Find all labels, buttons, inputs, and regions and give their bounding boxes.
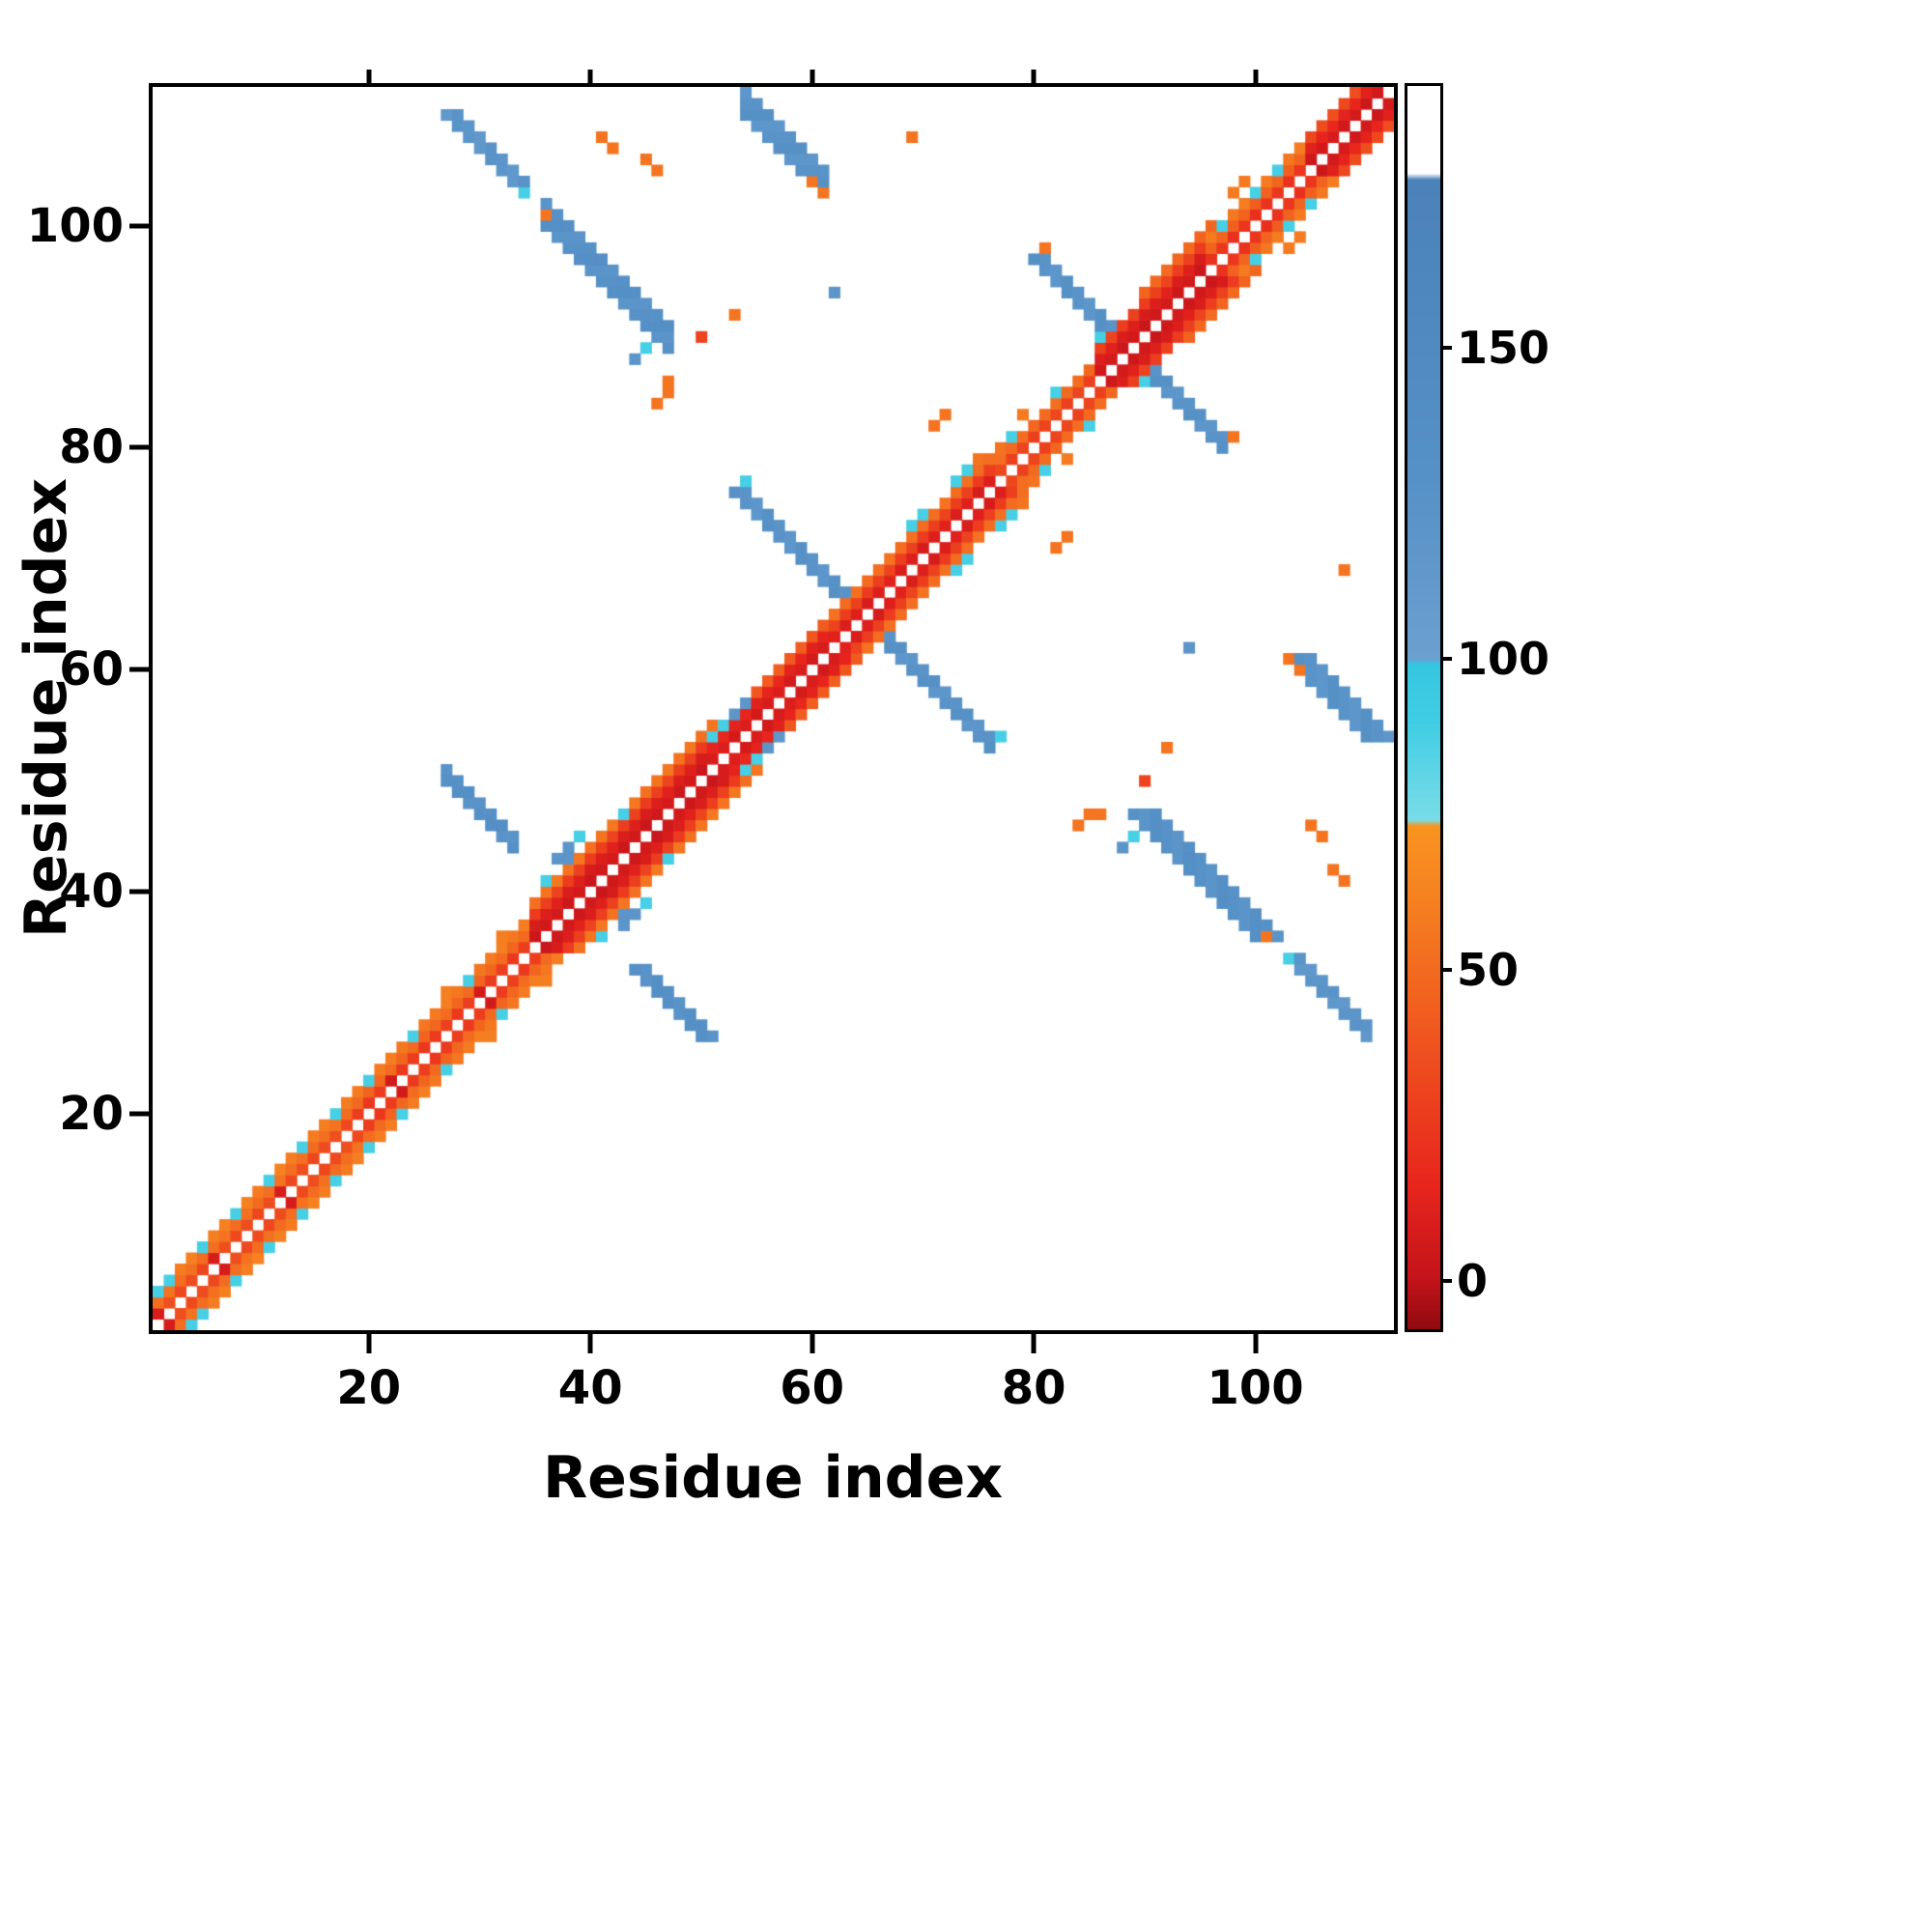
x-tick-mark-top	[810, 70, 815, 83]
contact-map-canvas	[153, 87, 1394, 1330]
colorbar-tick-label: 150	[1457, 322, 1550, 375]
y-tick-mark	[129, 889, 149, 895]
y-tick-mark	[129, 667, 149, 672]
y-tick-mark	[129, 444, 149, 450]
x-tick-label: 20	[336, 1361, 402, 1415]
x-tick-mark-top	[366, 70, 372, 83]
x-tick-mark-top	[1253, 70, 1259, 83]
y-tick-label: 20	[59, 1086, 124, 1141]
x-tick-mark	[587, 1334, 593, 1353]
colorbar-tick-label: 0	[1457, 1254, 1489, 1307]
y-tick-label: 100	[26, 198, 124, 253]
colorbar-tick-mark	[1440, 967, 1452, 972]
x-tick-mark-top	[1031, 70, 1037, 83]
y-tick-label: 60	[59, 642, 124, 697]
y-tick-mark	[129, 223, 149, 229]
y-tick-mark	[129, 1111, 149, 1117]
x-tick-label: 80	[1001, 1361, 1066, 1415]
colorbar-tick-label: 50	[1457, 943, 1520, 996]
y-tick-label: 40	[59, 865, 124, 920]
colorbar-canvas	[1407, 86, 1440, 1329]
x-tick-mark	[366, 1334, 372, 1353]
colorbar-tick-mark	[1440, 1278, 1452, 1283]
colorbar-frame	[1405, 83, 1443, 1332]
colorbar-tick-label: 100	[1457, 633, 1550, 686]
x-tick-mark	[1031, 1334, 1037, 1353]
plot-frame	[149, 83, 1398, 1334]
x-tick-label: 60	[780, 1361, 845, 1415]
colorbar-tick-mark	[1440, 657, 1452, 662]
x-tick-mark	[1253, 1334, 1259, 1353]
x-tick-mark	[810, 1334, 815, 1353]
colorbar-tick-mark	[1440, 346, 1452, 351]
x-axis-title: Residue index	[542, 1444, 1004, 1512]
y-tick-label: 80	[59, 420, 124, 475]
x-tick-mark-top	[587, 70, 593, 83]
x-tick-label: 40	[557, 1361, 623, 1415]
x-tick-label: 100	[1207, 1361, 1304, 1415]
